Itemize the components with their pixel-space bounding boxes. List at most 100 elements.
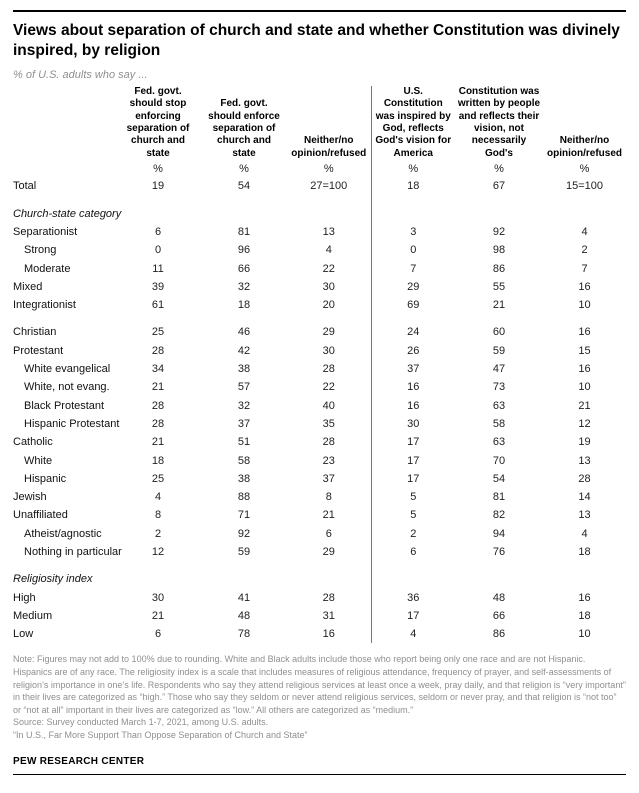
row-label: White evangelical	[24, 363, 111, 376]
cell-value: 21	[322, 509, 335, 522]
cell-value: 81	[237, 225, 251, 238]
row-label: Black Protestant	[24, 399, 105, 412]
cell-value: 32	[237, 280, 251, 293]
cell-value: 60	[492, 326, 506, 339]
row-label: Strong	[24, 244, 57, 257]
row-label: Nothing in particular	[24, 546, 122, 559]
spacer-cell	[455, 561, 543, 570]
cell-value: 21	[578, 399, 591, 412]
table-row: Hispanic Protestant 28 37 35 30 58 12	[13, 414, 626, 434]
cell-value: 30	[370, 414, 455, 434]
cell-value: 96	[237, 244, 251, 257]
table-row: Separationist 6 81 13 3 92 4	[13, 222, 626, 242]
cell-value: 71	[237, 509, 251, 522]
row-label: Total	[13, 180, 37, 193]
cell-value: 21	[151, 609, 165, 622]
cell-value: 28	[322, 436, 335, 449]
spacer-cell	[455, 196, 543, 205]
spacer-cell	[201, 561, 287, 570]
header-row: Fed. govt. should stop enforcing separat…	[13, 85, 626, 161]
cell-value: 28	[151, 399, 165, 412]
table-row: White evangelical 34 38 28 37 47 16	[13, 359, 626, 379]
column-header-should-enforce: Fed. govt. should enforce separation of …	[208, 98, 280, 159]
cell-value: 16	[578, 363, 591, 376]
cell-value: 18	[578, 546, 591, 559]
cell-value: 26	[370, 341, 455, 360]
cell-value: 18	[370, 177, 455, 196]
cell-value: 86	[492, 262, 506, 275]
cell-value: 92	[492, 225, 506, 238]
row-label: Low	[13, 628, 34, 641]
column-header-written-by-people: Constitution was written by people and r…	[457, 85, 541, 159]
cell-value: 39	[151, 280, 165, 293]
cell-value: 16	[578, 280, 591, 293]
notes-block: Note: Figures may not add to 100% due to…	[13, 653, 626, 741]
cell-value: 73	[492, 381, 506, 394]
cell-value: 28	[322, 591, 335, 604]
row-label: White, not evang.	[24, 381, 110, 394]
cell-value: 7	[581, 262, 588, 275]
cell-value: 28	[578, 472, 591, 485]
cell-value: 42	[237, 344, 251, 357]
cell-value: 37	[237, 417, 251, 430]
spacer-cell	[287, 196, 371, 205]
cell-value: 47	[492, 363, 506, 376]
table-row: White, not evang. 21 57 22 16 73 10	[13, 378, 626, 397]
cell-value: 82	[492, 509, 506, 522]
cell-value: 29	[322, 326, 335, 339]
cell-value: 4	[581, 527, 588, 540]
cell-value: 19	[151, 180, 165, 193]
subtitle: % of U.S. adults who say ...	[13, 68, 148, 81]
row-label: Mixed	[13, 280, 43, 293]
unit-label: %	[153, 162, 163, 175]
cell-value: 10	[578, 299, 591, 312]
cell-value: 94	[492, 527, 506, 540]
cell-value: 28	[322, 363, 335, 376]
cell-value: 25	[151, 472, 165, 485]
row-label: High	[13, 591, 36, 604]
bottom-rule	[13, 773, 626, 775]
section-row: Religiosity index	[13, 570, 626, 589]
cell-value: 41	[237, 591, 251, 604]
empty-cell	[455, 570, 543, 588]
cell-value: 17	[370, 606, 455, 626]
cell-value: 28	[151, 344, 165, 357]
cell-value: 86	[492, 628, 506, 641]
cell-value: 81	[492, 491, 506, 504]
column-header-neither-1: Neither/no opinion/refused	[291, 135, 367, 159]
footer-brand: PEW RESEARCH CENTER	[13, 755, 145, 767]
spacer-cell	[287, 561, 371, 570]
cell-value: 13	[322, 225, 335, 238]
cell-value: 10	[578, 381, 591, 394]
cell-value: 70	[492, 454, 506, 467]
empty-cell	[370, 204, 455, 223]
table-row: Protestant 28 42 30 26 59 15	[13, 341, 626, 360]
cell-value: 5	[370, 506, 455, 525]
cell-value: 59	[237, 546, 251, 559]
spacer-cell	[370, 314, 455, 324]
table-row: Hispanic 25 38 37 17 54 28	[13, 469, 626, 488]
cell-value: 0	[154, 244, 162, 257]
cell-value: 20	[322, 299, 335, 312]
cell-value: 17	[370, 433, 455, 452]
cell-value: 27=100	[310, 180, 348, 193]
cell-value: 22	[322, 262, 335, 275]
row-label: Atheist/agnostic	[24, 527, 102, 540]
spacer-cell	[115, 196, 201, 205]
cell-value: 12	[578, 417, 591, 430]
row-label: Jewish	[13, 491, 47, 504]
row-label: White	[24, 454, 53, 467]
cell-value: 32	[237, 399, 251, 412]
cell-value: 29	[322, 546, 335, 559]
cell-value: 5	[370, 488, 455, 507]
spacer-row	[13, 561, 626, 571]
cell-value: 28	[151, 417, 165, 430]
cell-value: 16	[370, 396, 455, 415]
cell-value: 37	[370, 359, 455, 379]
table-row: High 30 41 28 36 48 16	[13, 588, 626, 607]
cell-value: 6	[154, 225, 162, 238]
cell-value: 7	[370, 259, 455, 278]
row-label: Medium	[13, 609, 53, 622]
table-row: Moderate 11 66 22 7 86 7	[13, 259, 626, 278]
cell-value: 40	[322, 399, 335, 412]
